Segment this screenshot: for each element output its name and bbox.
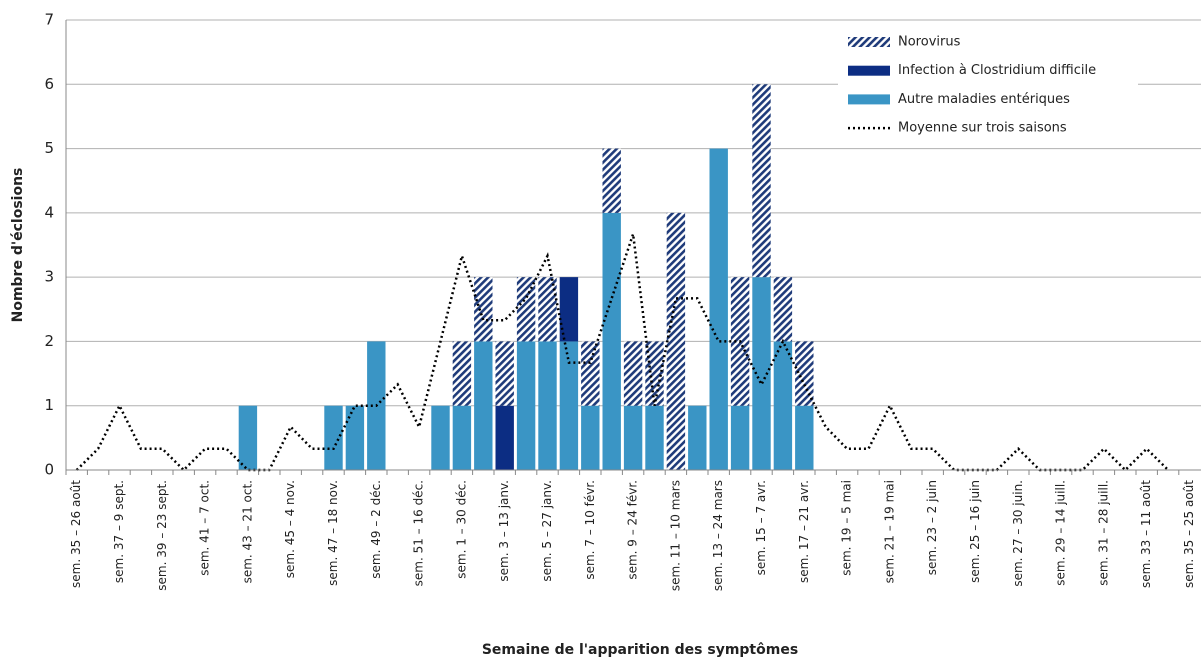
legend-label: Norovirus bbox=[898, 35, 961, 50]
bar-segment bbox=[452, 405, 472, 470]
bar-segment bbox=[602, 148, 621, 213]
bar-segment bbox=[752, 277, 771, 470]
bar-segment bbox=[238, 405, 258, 470]
legend-swatch bbox=[848, 94, 890, 105]
legend-label: Moyenne sur trois saisons bbox=[898, 121, 1067, 136]
legend-label: Autre maladies entériques bbox=[898, 92, 1070, 107]
y-tick-label: 1 bbox=[44, 396, 54, 414]
x-tick-label: sem. 29 – 14 juill. bbox=[1054, 480, 1068, 586]
bar-segment bbox=[623, 341, 643, 406]
x-tick-label: sem. 47 – 18 nov. bbox=[326, 480, 340, 586]
x-tick-label: sem. 45 – 4 nov. bbox=[283, 480, 297, 578]
bar-segment bbox=[666, 212, 686, 470]
y-axis-label: Nombre d'éclosions bbox=[10, 168, 26, 323]
bar-segment bbox=[516, 341, 536, 470]
bar-segment bbox=[538, 341, 557, 470]
x-tick-label: sem. 37 – 9 sept. bbox=[112, 480, 126, 583]
x-tick-label: sem. 43 – 21 oct. bbox=[240, 480, 254, 583]
bar-segment bbox=[709, 148, 728, 471]
x-tick-label: sem. 13 – 24 mars bbox=[711, 480, 725, 591]
x-axis-label: Semaine de l'apparition des symptômes bbox=[482, 642, 798, 658]
x-tick-label: sem. 35 – 26 août bbox=[69, 480, 83, 588]
y-tick-label: 4 bbox=[44, 203, 54, 221]
x-tick-label: sem. 5 – 27 janv. bbox=[540, 480, 554, 582]
bar-segment bbox=[623, 405, 643, 470]
x-tick-label: sem. 33 – 11 août bbox=[1139, 480, 1153, 588]
bar-segment bbox=[773, 277, 793, 342]
bar-segment bbox=[474, 341, 493, 470]
x-tick-label: sem. 31 – 28 juill. bbox=[1096, 480, 1110, 586]
y-tick-label: 5 bbox=[44, 139, 54, 157]
x-tick-label: sem. 9 – 24 févr. bbox=[626, 480, 640, 580]
bar-segment bbox=[452, 341, 472, 406]
bar-segment bbox=[516, 277, 536, 342]
bar-segment bbox=[495, 341, 514, 406]
bar-segment bbox=[538, 277, 557, 342]
y-tick-label: 6 bbox=[44, 75, 54, 93]
x-tick-label: sem. 51 – 16 déc. bbox=[412, 480, 426, 586]
bar-segment bbox=[581, 341, 600, 406]
y-tick-label: 2 bbox=[44, 332, 54, 350]
x-tick-label: sem. 41 – 7 oct. bbox=[198, 480, 212, 576]
bar-segment bbox=[495, 405, 514, 470]
x-tick-label: sem. 1 – 30 déc. bbox=[454, 480, 468, 579]
x-tick-label: sem. 19 – 5 mai bbox=[840, 480, 854, 576]
bar-segment bbox=[773, 341, 793, 470]
x-tick-label: sem. 3 – 13 janv. bbox=[497, 480, 511, 582]
bar-segment bbox=[795, 405, 814, 470]
bar-segment bbox=[602, 212, 621, 470]
x-tick-label: sem. 11 – 10 mars bbox=[668, 480, 682, 591]
bar-segment bbox=[559, 341, 579, 470]
x-tick-label: sem. 27 – 30 juin. bbox=[1011, 480, 1025, 587]
x-tick-label: sem. 21 – 19 mai bbox=[882, 480, 896, 583]
y-tick-label: 7 bbox=[44, 11, 54, 29]
bar-segment bbox=[752, 84, 771, 278]
x-tick-label: sem. 23 – 2 juin bbox=[925, 480, 939, 575]
bar-segment bbox=[688, 405, 707, 470]
x-tick-label: sem. 17 – 21 avr. bbox=[797, 480, 811, 583]
x-tick-label: sem. 15 – 7 avr. bbox=[754, 480, 768, 575]
legend-swatch bbox=[848, 37, 890, 47]
bar-segment bbox=[581, 405, 600, 470]
legend-swatch bbox=[848, 65, 890, 76]
bar-segment bbox=[324, 405, 343, 470]
x-tick-label: sem. 49 – 2 déc. bbox=[369, 480, 383, 579]
bar-segment bbox=[431, 405, 450, 470]
legend-label: Infection à Clostridium difficile bbox=[898, 63, 1096, 78]
bar-segment bbox=[559, 277, 579, 342]
bar-segment bbox=[345, 405, 365, 470]
bar-segment bbox=[795, 341, 814, 406]
bar-segment bbox=[730, 405, 750, 470]
y-tick-label: 3 bbox=[44, 268, 54, 286]
bar-segment bbox=[645, 405, 664, 470]
bar-segment bbox=[474, 277, 493, 342]
y-tick-label: 0 bbox=[44, 461, 54, 479]
x-tick-label: sem. 25 – 16 juin bbox=[968, 480, 982, 583]
bar-segment bbox=[645, 341, 664, 406]
x-tick-label: sem. 7 – 10 févr. bbox=[583, 480, 597, 580]
x-tick-label: sem. 35 – 25 août bbox=[1182, 480, 1196, 588]
x-tick-label: sem. 39 – 23 sept. bbox=[155, 480, 169, 591]
